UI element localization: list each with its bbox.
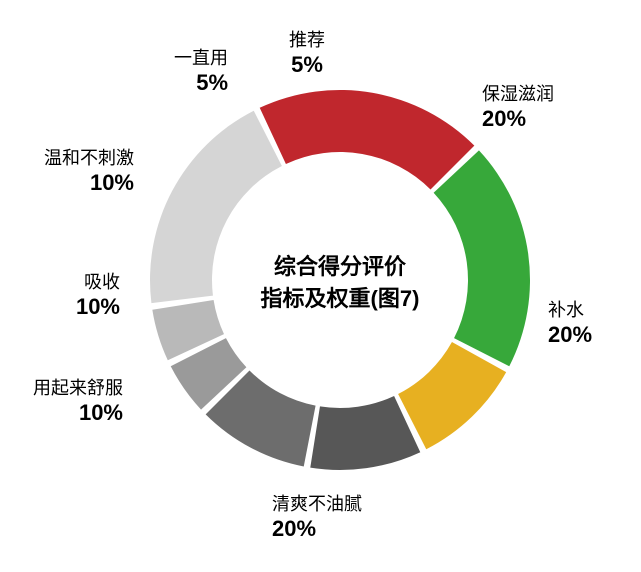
donut-chart: 综合得分评价 指标及权重(图7) 保湿滋润20%补水20%清爽不油腻20%用起来…: [0, 0, 641, 572]
segment-refresh: [434, 150, 530, 366]
segment-comfort: [398, 342, 506, 449]
donut-svg: [0, 0, 641, 572]
segment-hydrate: [260, 90, 475, 189]
segment-absorb: [310, 396, 420, 470]
segment-moisturize: [150, 111, 282, 303]
